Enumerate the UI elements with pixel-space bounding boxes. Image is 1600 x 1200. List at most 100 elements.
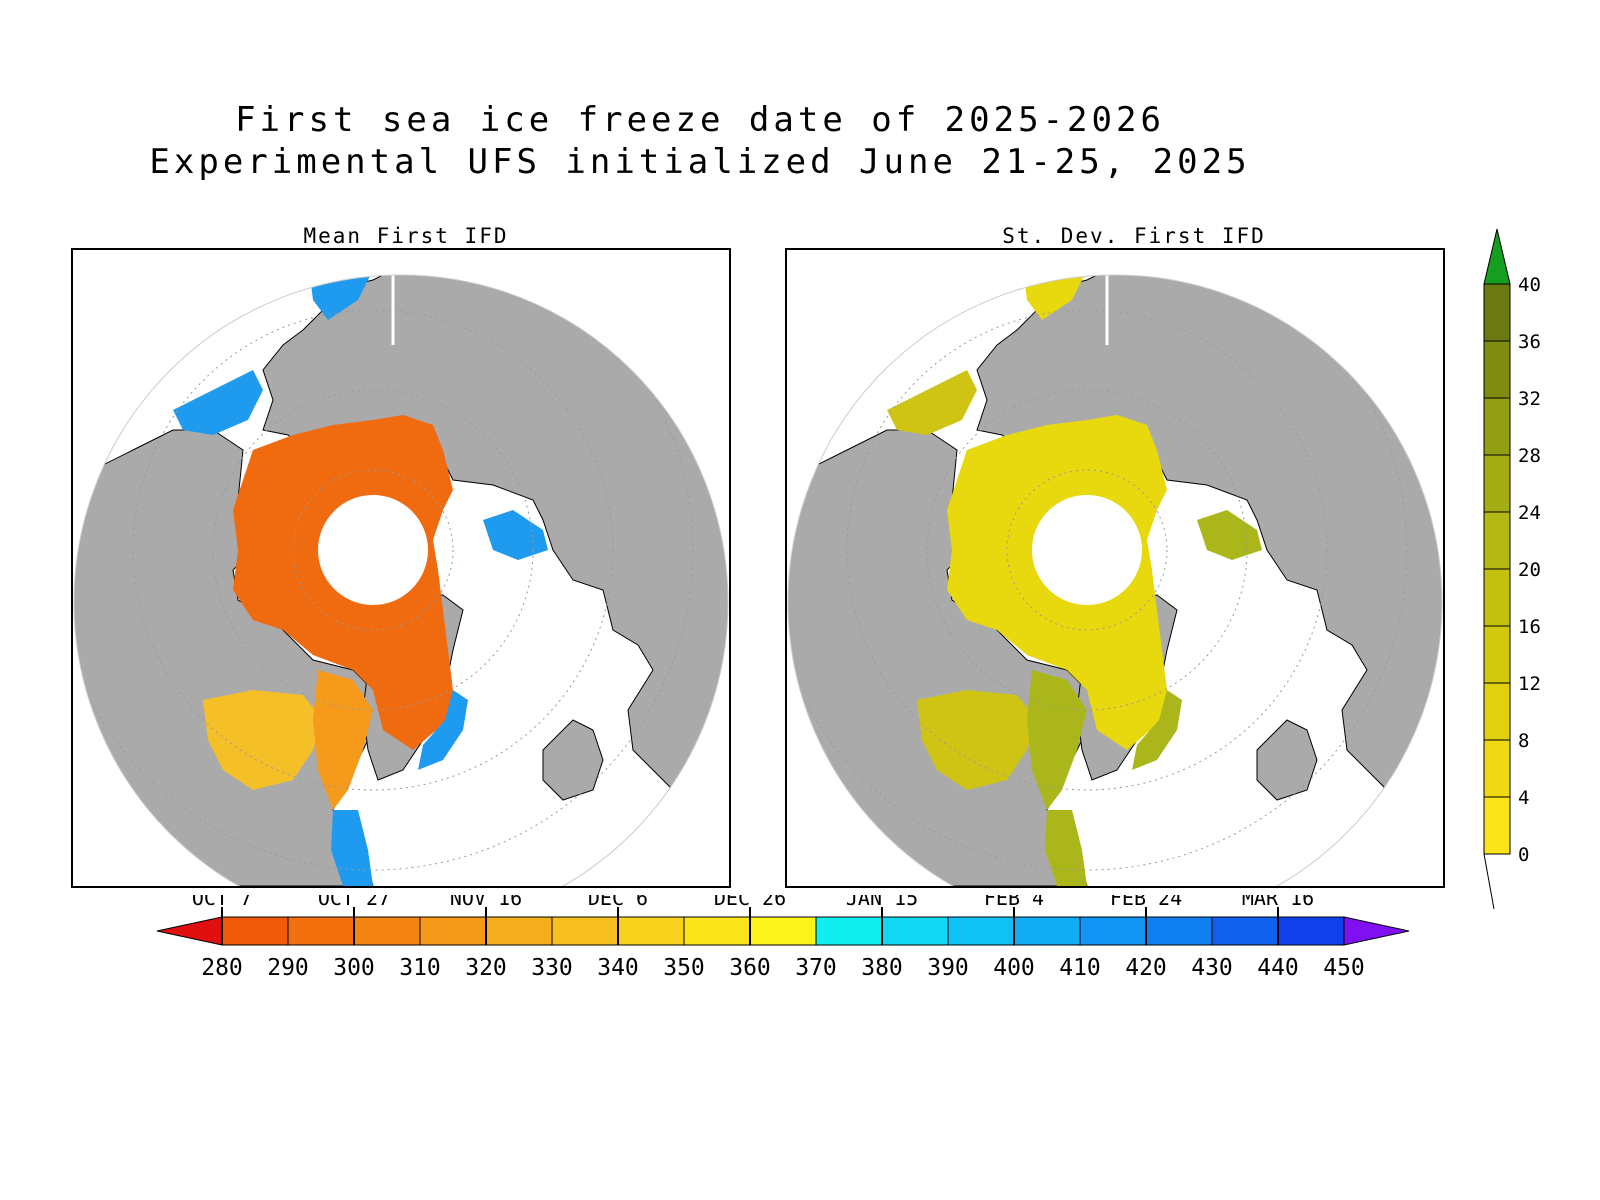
colorbar-segment (419, 916, 487, 946)
colorbar-value-label: 32 (1518, 388, 1541, 410)
colorbar-arrow-low (156, 916, 223, 946)
land-scandinavia (1256, 719, 1318, 801)
colorbar-arrow-high (1483, 228, 1511, 285)
colorbar-value-label: 320 (465, 955, 507, 981)
graticule-circle (292, 469, 454, 631)
colorbar-value-label: 8 (1518, 730, 1529, 752)
colorbar-value-label: 420 (1125, 955, 1167, 981)
ice-sd-bering (887, 370, 977, 435)
date-tick-label: OCT 27 (318, 895, 390, 910)
date-tick-label: OCT 7 (192, 895, 252, 910)
colorbar-segment (1483, 568, 1511, 627)
ice-sd-barents (1197, 510, 1262, 560)
graticule-circle (1006, 469, 1168, 631)
ice-mean-hudson (203, 690, 323, 790)
colorbar-segment (353, 916, 421, 946)
colorbar-value-label: 450 (1323, 955, 1365, 981)
date-tick-label: FEB 4 (984, 895, 1044, 910)
colorbar-segment (1013, 916, 1081, 946)
colorbar-value-label: 370 (795, 955, 837, 981)
colorbar-arrow-low (1483, 853, 1495, 910)
mean-colorbar: 280 290 300 310 320 330 340 350 360 370 380 390 400 4… (156, 895, 1410, 981)
ice-sd-baffin (1027, 670, 1087, 810)
colorbar-value-label: 12 (1518, 673, 1541, 695)
date-tick-label: JAN 15 (846, 895, 918, 910)
colorbar-segment (1145, 916, 1213, 946)
graticule-circle (212, 389, 534, 711)
colorbar-segment (1277, 916, 1345, 946)
colorbar-segment (1483, 625, 1511, 684)
graticule-circle (926, 389, 1248, 711)
colorbar-segment (1483, 796, 1511, 855)
colorbar-value-label: 280 (201, 955, 243, 981)
colorbar-value-label: 390 (927, 955, 969, 981)
colorbar-value-label: 360 (729, 955, 771, 981)
colorbar-value-label: 380 (861, 955, 903, 981)
ice-mean-barents (483, 510, 548, 560)
colorbar-segment (1483, 454, 1511, 513)
graticule-circle (846, 309, 1328, 791)
date-tick-label: FEB 24 (1110, 895, 1182, 910)
colorbar-segment (1079, 916, 1147, 946)
map-panel-mean (71, 248, 731, 888)
colorbar-value-label: 0 (1518, 844, 1529, 866)
chart-title-line2: Experimental UFS initialized June 21-25,… (149, 142, 1251, 182)
colorbar-segment (1211, 916, 1279, 946)
colorbar-segment (881, 916, 949, 946)
colorbar-value-label: 40 (1518, 274, 1541, 296)
colorbar-value-label: 430 (1191, 955, 1233, 981)
ice-mean-greenland-east (418, 690, 468, 770)
ice-mean-okhotsk (308, 275, 373, 320)
colorbar-segment (815, 916, 883, 946)
ice-sd-hudson (917, 690, 1037, 790)
map-stdev-svg (787, 274, 1443, 886)
colorbar-value-label: 350 (663, 955, 705, 981)
colorbar-arrow-high (1343, 916, 1410, 946)
date-tick-label: MAR 16 (1242, 895, 1314, 910)
colorbar-segment (287, 916, 355, 946)
graticule-circle (132, 309, 614, 791)
ice-sd-greenland-east (1132, 690, 1182, 770)
ice-sd-okhotsk (1022, 275, 1087, 320)
map-mean-svg (73, 274, 729, 886)
colorbar-segment (1483, 283, 1511, 342)
ice-mean-bering (173, 370, 263, 435)
colorbar-segment (1483, 397, 1511, 456)
colorbar-value-label: 330 (531, 955, 573, 981)
chart-title-line1: First sea ice freeze date of 2025-2026 (235, 100, 1165, 140)
colorbar-value-label: 300 (333, 955, 375, 981)
pole-hole (1032, 495, 1142, 605)
colorbar-segment (1483, 511, 1511, 570)
ice-mean-labrador (331, 810, 373, 886)
colorbar-value-label: 28 (1518, 445, 1541, 467)
land-scandinavia (542, 719, 604, 801)
graticule-circle (74, 275, 694, 871)
map-outline (787, 274, 1443, 886)
panel-title-stdev: St. Dev. First IFD (1002, 224, 1266, 248)
colorbar-value-label: 310 (399, 955, 441, 981)
colorbar-segment (617, 916, 685, 946)
colorbar-value-label: 440 (1257, 955, 1299, 981)
ice-sd-labrador (1045, 810, 1087, 886)
colorbar-value-label: 20 (1518, 559, 1541, 581)
panel-title-mean: Mean First IFD (303, 224, 509, 248)
colorbar-value-label: 24 (1518, 502, 1541, 524)
map-panel-stdev (785, 248, 1445, 888)
map-outline (73, 274, 729, 886)
colorbar-value-label: 4 (1518, 787, 1529, 809)
colorbar-segment (1483, 739, 1511, 798)
pole-hole (318, 495, 428, 605)
date-tick-label: DEC 6 (588, 895, 648, 910)
colorbar-value-label: 400 (993, 955, 1035, 981)
colorbar-segment (683, 916, 751, 946)
colorbar-segment (485, 916, 553, 946)
colorbar-segment (1483, 682, 1511, 741)
colorbar-value-label: 340 (597, 955, 639, 981)
colorbar-value-label: 36 (1518, 331, 1541, 353)
colorbar-segment (749, 916, 817, 946)
graticule-circle (788, 275, 1408, 871)
ice-mean-baffin (313, 670, 373, 810)
colorbar-segment (551, 916, 619, 946)
colorbar-segment (1483, 340, 1511, 399)
colorbar-value-label: 410 (1059, 955, 1101, 981)
